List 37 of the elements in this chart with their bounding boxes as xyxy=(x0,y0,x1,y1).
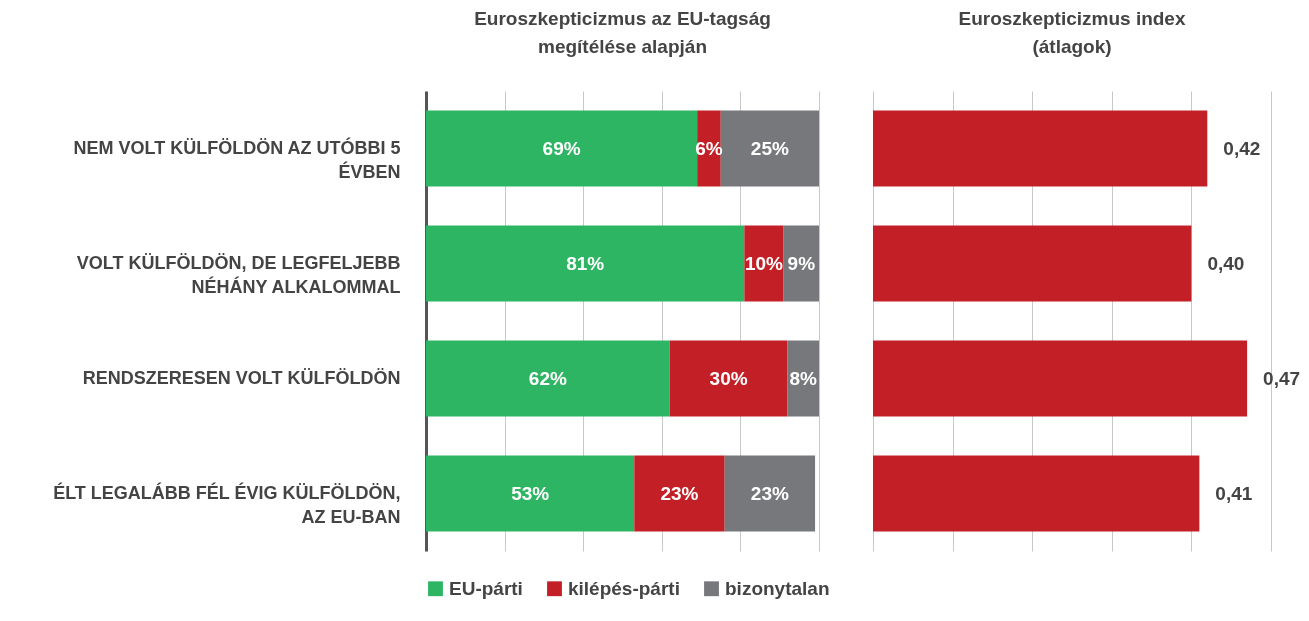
data-label: 8% xyxy=(789,367,818,389)
bar xyxy=(873,455,1200,532)
data-label: 62% xyxy=(528,367,567,389)
bar xyxy=(634,455,725,532)
data-label: 53% xyxy=(511,482,550,504)
data-label: 0,47 xyxy=(1263,367,1301,389)
data-label: 10% xyxy=(744,252,784,274)
bar xyxy=(669,340,788,417)
bar xyxy=(744,225,784,302)
data-label: 25% xyxy=(750,137,789,159)
data-label: 69% xyxy=(542,137,581,159)
data-label: 23% xyxy=(660,482,699,504)
data-label: 0,41 xyxy=(1215,482,1253,504)
legend-label: bizonytalan xyxy=(725,577,830,599)
data-label: 23% xyxy=(750,482,789,504)
bar xyxy=(873,225,1192,302)
y-tick-label: ÉLT LEGALÁBB FÉL ÉVIG KÜLFÖLDÖN, AZ EU-BAN xyxy=(53,481,401,527)
data-label: 0,40 xyxy=(1207,252,1245,274)
bar xyxy=(720,110,819,187)
data-label: 30% xyxy=(709,367,748,389)
chart-title: Euroszkepticizmus index (átlagok) xyxy=(958,8,1186,57)
chart-title: Euroszkepticizmus az EU-tagság megítélése alapján xyxy=(474,8,771,57)
y-tick-label: RENDSZERESEN VOLT KÜLFÖLDÖN xyxy=(82,367,401,388)
bar xyxy=(724,455,816,532)
data-label: 9% xyxy=(787,252,816,274)
bar xyxy=(426,455,635,532)
bar xyxy=(426,340,670,417)
data-label: 0,42 xyxy=(1223,137,1261,159)
y-tick-label: NEM VOLT KÜLFÖLDÖN AZ UTÓBBI 5 ÉVBEN xyxy=(73,136,401,182)
bar xyxy=(426,110,698,187)
legend-label: kilépés-párti xyxy=(568,577,680,599)
bar xyxy=(873,340,1248,417)
data-label: 81% xyxy=(566,252,605,274)
y-tick-label: VOLT KÜLFÖLDÖN, DE LEGFELJEBB NÉHÁNY ALKALOMMAL xyxy=(76,252,401,297)
bar xyxy=(873,110,1208,187)
bar xyxy=(426,225,745,302)
legend-label: EU-párti xyxy=(449,577,523,599)
